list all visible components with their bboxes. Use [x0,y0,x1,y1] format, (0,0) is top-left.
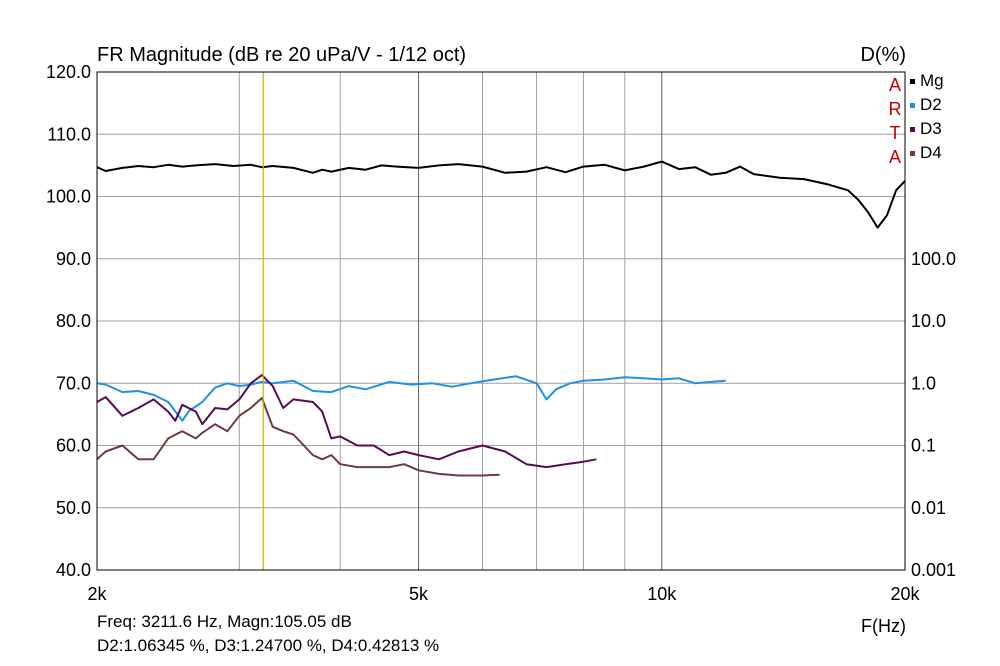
series-line-d2 [96,375,726,422]
cursor-readout-line1: Freq: 3211.6 Hz, Magn:105.05 dB [97,612,352,631]
x-axis-ticks: 2k 5k 10k 20k [87,584,920,604]
watermark-letter-r: R [889,99,902,119]
right-axis-title: D(%) [860,44,906,66]
x-tick-label: 10k [647,584,677,604]
legend-label-d4: D4 [920,143,942,162]
watermark-letter-t: T [890,123,901,143]
cursor-readout-line2: D2:1.06345 %, D3:1.24700 %, D4:0.42813 % [97,636,440,655]
legend: Mg D2 D3 D4 [910,71,944,162]
y-left-tick-label: 40.0 [56,560,91,580]
series-line-d4 [96,397,500,477]
y-right-tick-label: 100.0 [911,249,956,269]
legend-swatch-d2 [910,103,915,108]
x-tick-label: 2k [87,584,107,604]
y-right-tick-label: 0.01 [911,498,946,518]
arta-watermark: A R T A [889,75,902,167]
y-left-tick-label: 50.0 [56,498,91,518]
y-left-tick-label: 90.0 [56,249,91,269]
x-axis-title: F(Hz) [861,616,906,636]
legend-label-d3: D3 [920,119,942,138]
legend-label-d2: D2 [920,95,942,114]
plot-frame [96,71,906,571]
y-left-tick-label: 70.0 [56,373,91,393]
legend-swatch-d3 [910,127,915,132]
y-left-tick-label: 120.0 [46,62,91,82]
legend-swatch-mg [910,79,915,84]
series-line-mg [96,160,906,229]
chart-title: FR Magnitude (dB re 20 uPa/V - 1/12 oct) [97,44,466,66]
series-line-d3 [96,374,597,469]
y-right-tick-label: 1.0 [911,373,936,393]
y-axis-right-ticks: 0.001 0.01 0.1 1.0 10.0 100.0 [911,249,956,580]
y-left-tick-label: 60.0 [56,436,91,456]
y-right-tick-label: 10.0 [911,311,946,331]
series-layer [96,160,906,477]
y-axis-left-ticks: 40.0 50.0 60.0 70.0 80.0 90.0 100.0 110.0 120.0 [46,62,91,580]
legend-label-mg: Mg [920,71,944,90]
y-left-tick-label: 80.0 [56,311,91,331]
watermark-letter-a1: A [889,75,901,95]
y-right-tick-label: 0.1 [911,436,936,456]
grid-lines [97,72,905,570]
y-left-tick-label: 100.0 [46,187,91,207]
x-tick-label: 20k [890,584,920,604]
y-left-tick-label: 110.0 [47,124,91,144]
watermark-letter-a2: A [889,147,901,167]
x-tick-label: 5k [409,584,429,604]
legend-swatch-d4 [910,151,915,156]
y-right-tick-label: 0.001 [911,560,956,580]
